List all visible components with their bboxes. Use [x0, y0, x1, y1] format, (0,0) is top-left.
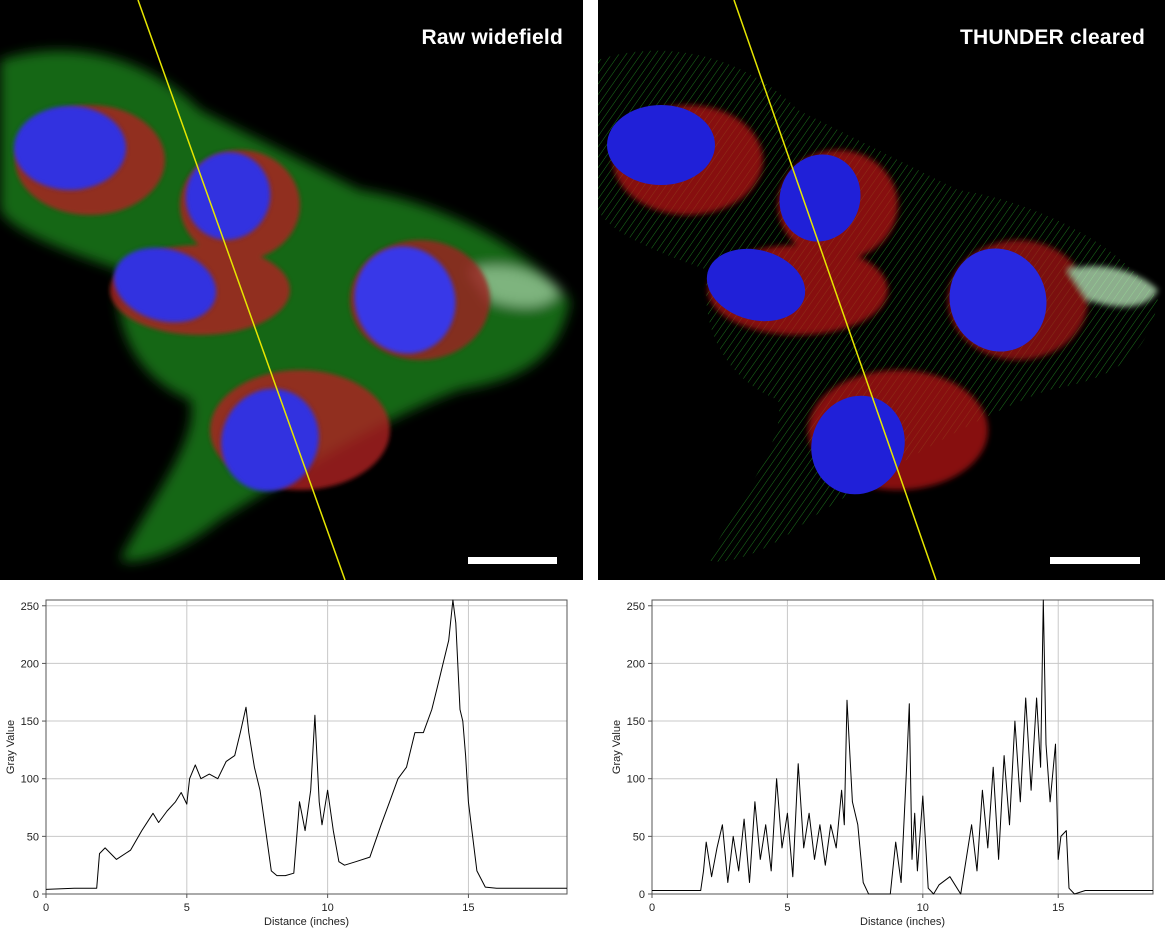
- x-tick-label: 15: [462, 902, 474, 914]
- x-tick-label: 5: [184, 902, 190, 914]
- x-tick-label: 10: [321, 902, 333, 914]
- nucleus: [779, 154, 861, 242]
- x-tick-label: 5: [784, 902, 790, 914]
- thunder-cleared-micrograph: [598, 0, 1158, 580]
- nucleus: [14, 106, 126, 190]
- thunder-cleared-image: THUNDER cleared: [598, 0, 1165, 580]
- raw-widefield-micrograph: [0, 0, 570, 580]
- y-tick-label: 200: [627, 658, 645, 670]
- scale-bar: [468, 557, 557, 564]
- x-tick-label: 10: [917, 902, 929, 914]
- nucleus: [706, 248, 806, 322]
- y-tick-label: 200: [21, 658, 39, 670]
- profile-series-line: [45, 599, 567, 890]
- y-tick-label: 150: [627, 716, 645, 728]
- nucleus: [949, 248, 1047, 352]
- x-axis-label: Distance (inches): [860, 916, 945, 928]
- x-tick-label: 0: [649, 902, 655, 914]
- nucleus: [811, 395, 905, 495]
- nucleus: [607, 105, 715, 185]
- y-tick-label: 0: [33, 889, 39, 901]
- raw-profile-chart: 0 5 10 15 0 50 100 150 200 250 Distance (inches) Gr…: [0, 585, 580, 936]
- nucleus: [221, 388, 319, 492]
- y-tick-label: 250: [21, 601, 39, 613]
- line-profile-marker: [733, 0, 937, 580]
- y-tick-label: 50: [633, 831, 645, 843]
- x-tick-label: 15: [1052, 902, 1064, 914]
- bright-actin-patch: [470, 266, 560, 307]
- nucleus: [185, 152, 271, 240]
- thunder-profile-chart: 0 5 10 15 0 50 100 150 200 250 Distance (inches) Gr…: [598, 585, 1165, 936]
- line-profile-marker: [137, 0, 346, 580]
- nucleus: [354, 246, 456, 354]
- panel-title: THUNDER cleared: [959, 26, 1145, 49]
- y-tick-label: 100: [21, 774, 39, 786]
- plot-frame: [45, 599, 568, 895]
- x-axis-label: Distance (inches): [264, 916, 349, 928]
- profile-series-line: [652, 599, 1153, 895]
- raw-widefield-image: Raw widefield: [0, 0, 583, 580]
- scale-bar: [1050, 557, 1140, 564]
- plot-frame: [651, 599, 1154, 895]
- y-axis-label: Gray Value: [5, 720, 17, 774]
- y-tick-label: 0: [639, 889, 645, 901]
- y-tick-label: 250: [627, 601, 645, 613]
- x-tick-label: 0: [43, 902, 49, 914]
- y-tick-label: 150: [21, 716, 39, 728]
- nucleus: [113, 247, 217, 323]
- y-tick-label: 50: [27, 831, 39, 843]
- panel-title: Raw widefield: [421, 26, 563, 49]
- y-tick-label: 100: [627, 774, 645, 786]
- y-axis-label: Gray Value: [611, 720, 623, 774]
